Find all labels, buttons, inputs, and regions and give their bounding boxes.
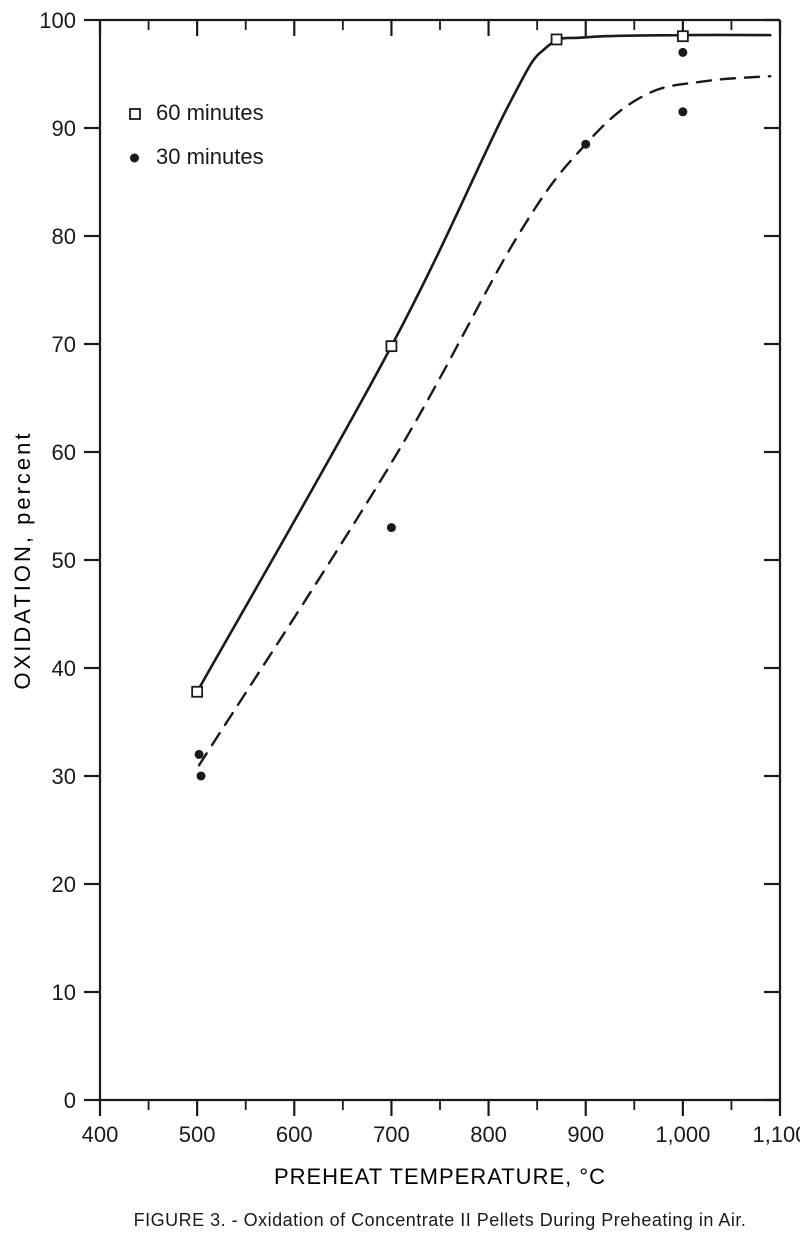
x-axis-title: PREHEAT TEMPERATURE, °C [274,1164,606,1189]
data-point-s60 [552,34,562,44]
legend-label-s60: 60 minutes [156,100,264,125]
y-tick-label: 0 [64,1088,76,1113]
y-tick-label: 30 [52,764,76,789]
data-point-s30 [195,750,204,759]
y-tick-label: 80 [52,224,76,249]
x-tick-label: 600 [276,1122,313,1147]
y-tick-label: 50 [52,548,76,573]
data-point-s60 [192,687,202,697]
data-point-s30 [678,48,687,57]
legend-marker-s60 [130,109,140,119]
x-tick-label: 700 [373,1122,410,1147]
chart-background [0,0,800,1245]
y-tick-label: 10 [52,980,76,1005]
y-tick-label: 100 [39,8,76,33]
y-tick-label: 70 [52,332,76,357]
y-tick-label: 40 [52,656,76,681]
legend-marker-s30 [130,154,139,163]
x-tick-label: 400 [82,1122,119,1147]
figure-caption-text: - Oxidation of Concentrate II Pellets Du… [232,1210,747,1230]
data-point-s30 [197,772,206,781]
figure-caption: FIGURE 3. - Oxidation of Concentrate II … [134,1210,747,1230]
legend-label-s30: 30 minutes [156,144,264,169]
y-tick-label: 20 [52,872,76,897]
figure-label: FIGURE 3. [134,1210,232,1230]
data-point-s60 [678,31,688,41]
data-point-s30 [581,140,590,149]
y-tick-label: 90 [52,116,76,141]
x-tick-label: 1,000 [655,1122,710,1147]
y-tick-label: 60 [52,440,76,465]
y-axis-title: OXIDATION, percent [10,431,35,690]
x-tick-label: 800 [470,1122,507,1147]
oxidation-chart: 400 500 600 700 800 900 1,000 1,100 0 10 20 30 40 50 6… [0,0,800,1245]
data-point-s30 [387,523,396,532]
x-tick-label: 500 [179,1122,216,1147]
data-point-s30 [678,107,687,116]
x-tick-label: 1,100 [752,1122,800,1147]
x-tick-label: 900 [567,1122,604,1147]
data-point-s60 [386,341,396,351]
